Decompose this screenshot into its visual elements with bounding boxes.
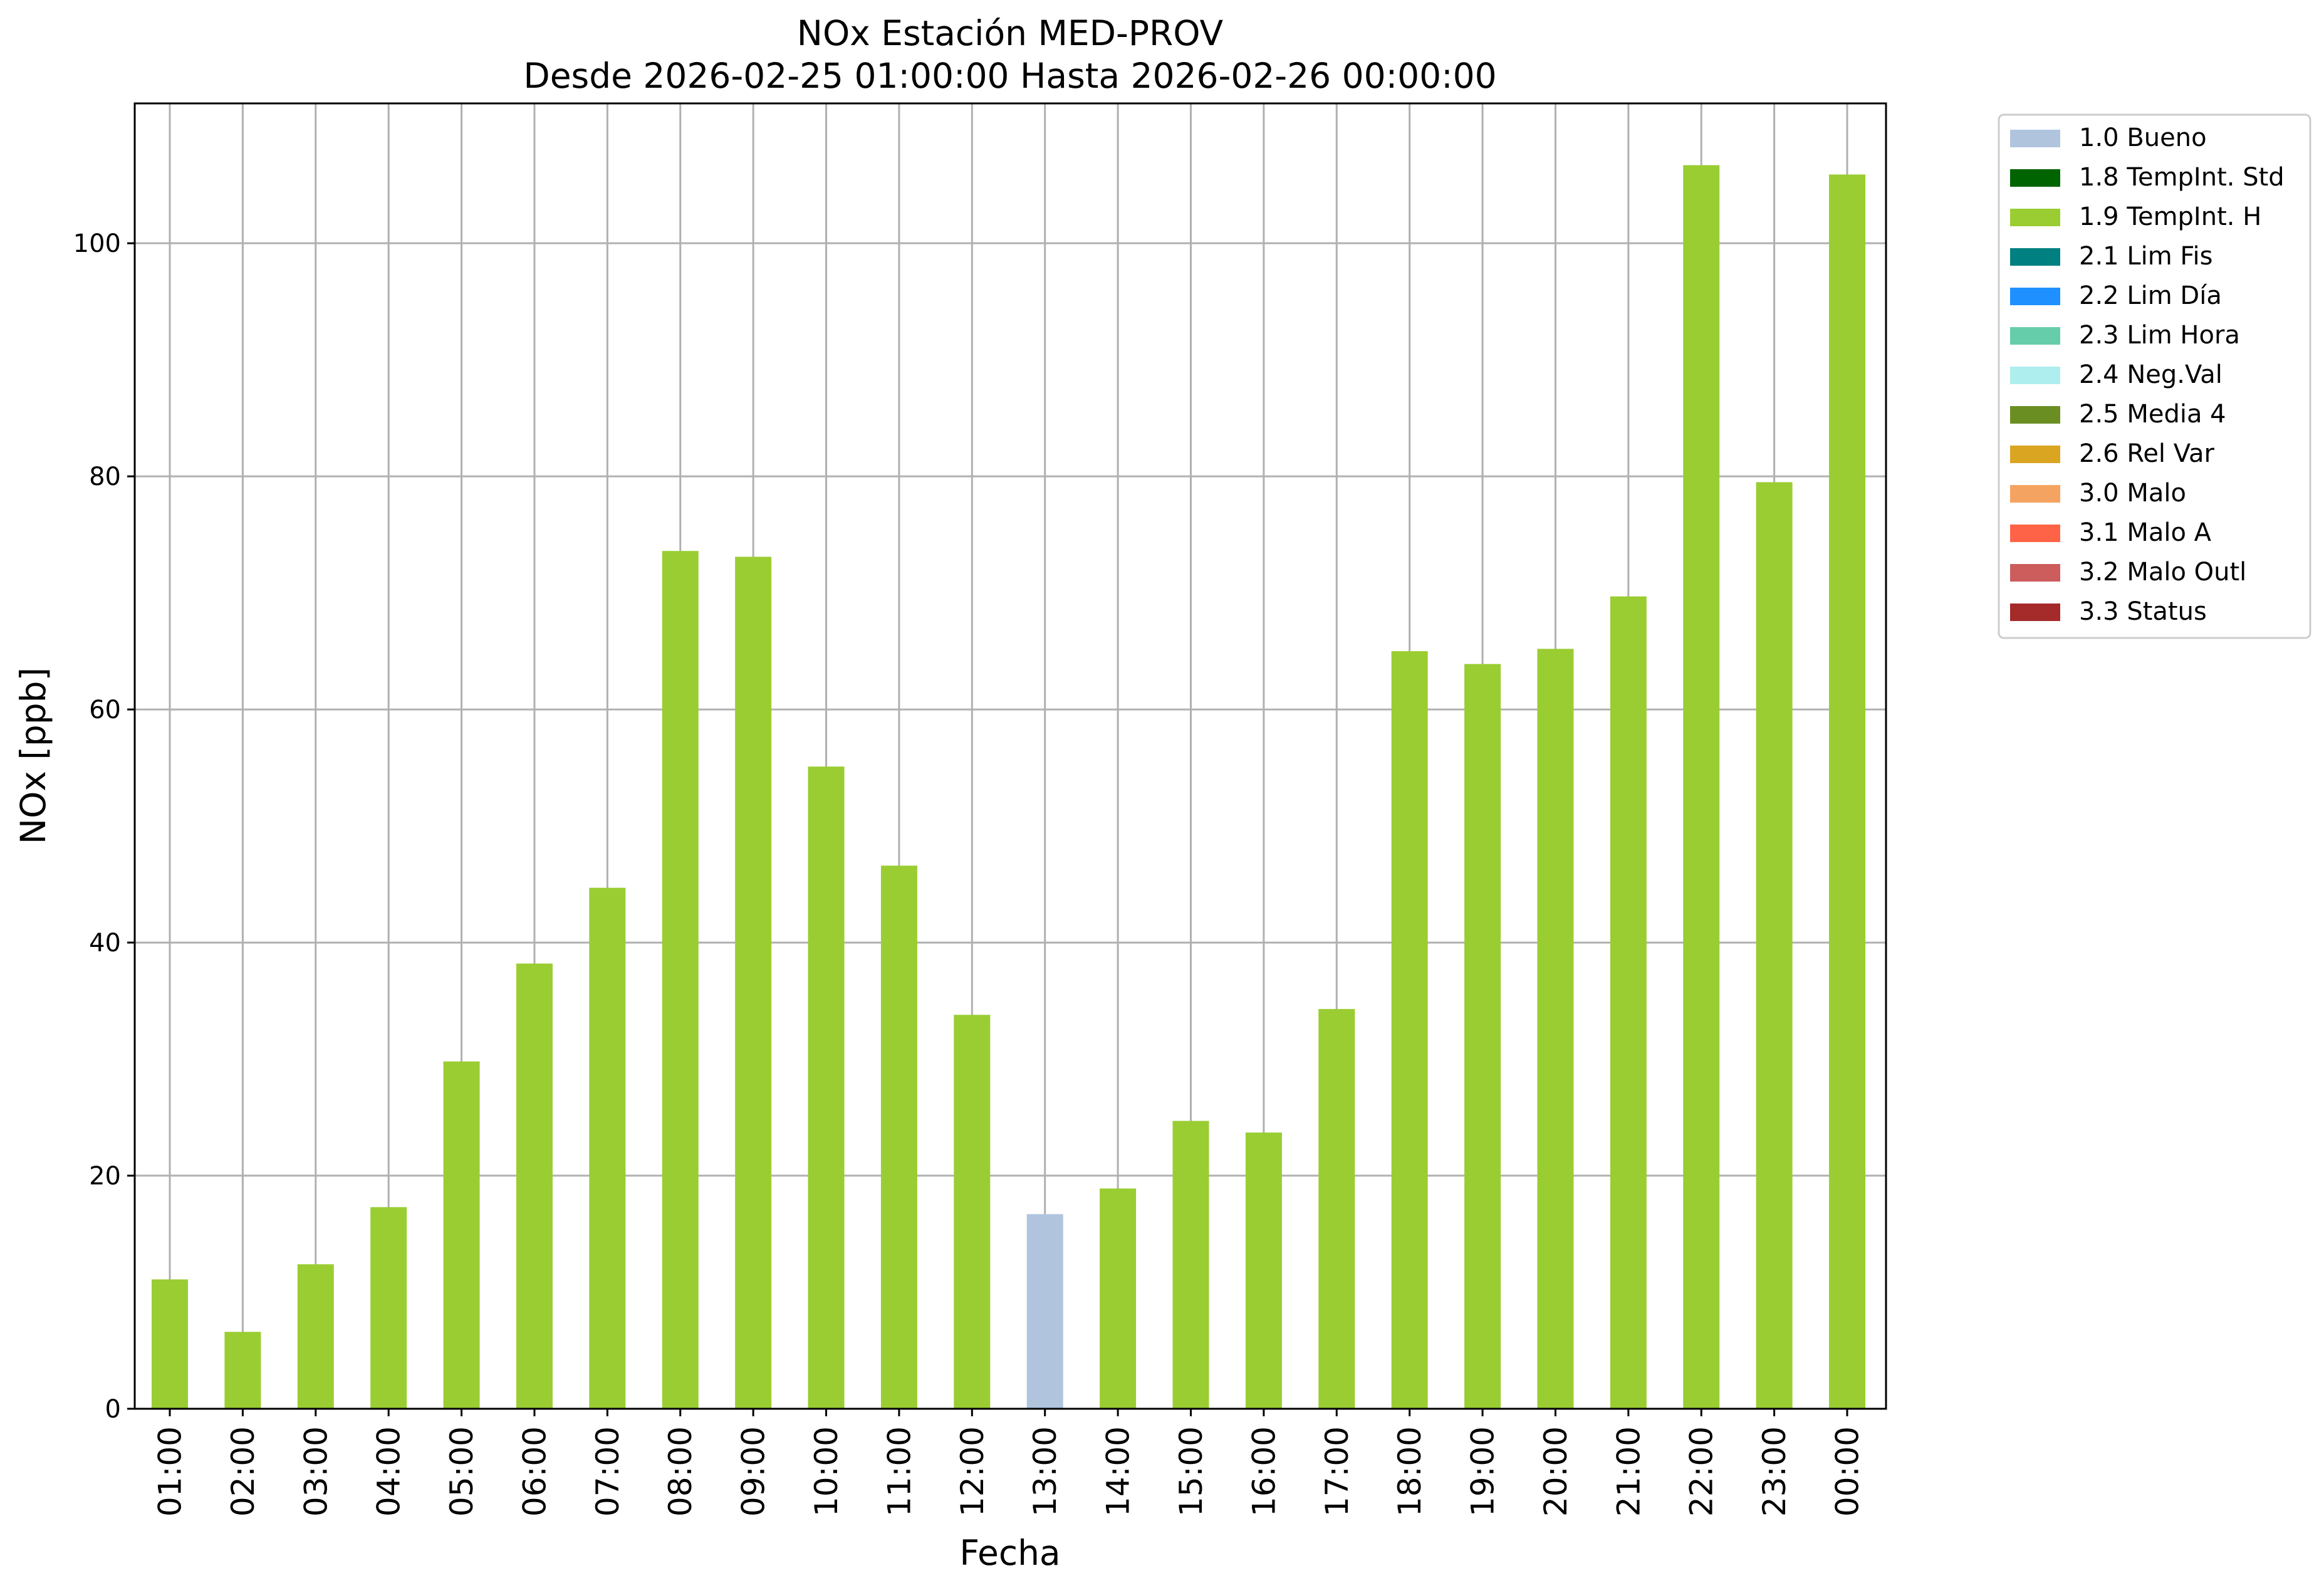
bar-0300 — [297, 1264, 334, 1409]
bar-1500 — [1172, 1120, 1209, 1409]
x-tick-label: 09:00 — [736, 1426, 772, 1517]
bar-0900 — [735, 556, 772, 1409]
x-tick-label: 00:00 — [1830, 1426, 1866, 1517]
legend-label-1.0: 1.0 Bueno — [2079, 123, 2207, 152]
legend-label-2.6: 2.6 Rel Var — [2079, 439, 2215, 468]
bar-0800 — [662, 551, 699, 1409]
bar-0700 — [589, 887, 626, 1409]
x-tick-label: 06:00 — [516, 1426, 553, 1517]
legend-frame — [1998, 113, 2311, 639]
legend-swatch-1.8 — [2010, 169, 2060, 187]
x-tick-label: 17:00 — [1319, 1426, 1355, 1517]
legend-swatch-2.2 — [2010, 288, 2060, 305]
y-tick-label: 60 — [89, 696, 121, 724]
x-tick-label: 03:00 — [298, 1426, 334, 1517]
legend-swatch-1.0 — [2010, 130, 2060, 147]
legend-label-2.5: 2.5 Media 4 — [2079, 400, 2226, 429]
y-tick-label: 40 — [89, 929, 121, 958]
legend-swatch-2.5 — [2010, 406, 2060, 424]
legend-label-2.2: 2.2 Lim Día — [2079, 281, 2222, 310]
bar-1300 — [1026, 1214, 1063, 1409]
bar-0000 — [1829, 174, 1865, 1409]
legend-swatch-3.2 — [2010, 564, 2060, 582]
bar-0500 — [443, 1061, 480, 1409]
bar-1800 — [1391, 651, 1428, 1409]
legend-swatch-1.9 — [2010, 209, 2060, 226]
x-tick-label: 18:00 — [1392, 1426, 1428, 1517]
x-axis: 01:00 02:00 03:00 04:00 05:00 06:00 07:00 08:00… — [152, 1409, 1866, 1517]
x-tick-label: 16:00 — [1246, 1426, 1282, 1517]
legend-swatch-3.0 — [2010, 485, 2060, 503]
legend-label-1.8: 1.8 TempInt. Std — [2079, 163, 2285, 192]
bar-1000 — [808, 766, 845, 1409]
y-tick-label: 80 — [89, 462, 121, 491]
y-axis-label: NOx [ppb] — [13, 667, 53, 844]
bar-1600 — [1245, 1132, 1282, 1409]
bar-1100 — [880, 865, 917, 1409]
x-tick-label: 02:00 — [225, 1426, 261, 1517]
chart-subtitle: Desde 2026-02-25 01:00:00 Hasta 2026-02-… — [523, 56, 1496, 96]
legend-label-3.0: 3.0 Malo — [2079, 479, 2186, 508]
x-tick-label: 12:00 — [954, 1426, 991, 1517]
x-axis-label: Fecha — [959, 1533, 1060, 1573]
bar-0100 — [152, 1279, 188, 1409]
legend-label-1.9: 1.9 TempInt. H — [2079, 202, 2261, 231]
x-tick-label: 23:00 — [1756, 1426, 1793, 1517]
chart-title: NOx Estación MED-PROV — [797, 13, 1224, 53]
bar-2300 — [1756, 482, 1793, 1409]
bar-1900 — [1464, 664, 1501, 1409]
legend-label-2.1: 2.1 Lim Fis — [2079, 242, 2212, 271]
x-tick-label: 20:00 — [1538, 1426, 1574, 1517]
x-tick-label: 22:00 — [1684, 1426, 1720, 1517]
legend-label-2.4: 2.4 Neg.Val — [2079, 360, 2222, 389]
x-tick-label: 08:00 — [662, 1426, 699, 1517]
bar-0400 — [370, 1207, 407, 1409]
bars — [152, 165, 1865, 1409]
plot-area — [133, 102, 1887, 1410]
bar-2200 — [1683, 165, 1720, 1409]
x-tick-label: 10:00 — [808, 1426, 845, 1517]
bar-0200 — [224, 1332, 261, 1409]
x-tick-label: 04:00 — [371, 1426, 407, 1517]
legend-label-3.3: 3.3 Status — [2079, 597, 2207, 626]
legend-swatch-3.1 — [2010, 525, 2060, 542]
x-tick-label: 14:00 — [1100, 1426, 1137, 1517]
legend-swatch-2.3 — [2010, 327, 2060, 345]
bar-1400 — [1100, 1188, 1137, 1409]
x-tick-label: 19:00 — [1465, 1426, 1501, 1517]
x-tick-label: 13:00 — [1027, 1426, 1063, 1517]
legend-swatch-3.3 — [2010, 603, 2060, 621]
legend: 1.0 Bueno 1.8 TempInt. Std 1.9 TempInt. H 2… — [1998, 113, 2311, 639]
bar-0600 — [516, 963, 553, 1409]
bar-2100 — [1610, 596, 1647, 1409]
bar-1700 — [1318, 1009, 1355, 1409]
x-tick-label: 15:00 — [1173, 1426, 1209, 1517]
x-tick-label: 05:00 — [444, 1426, 480, 1517]
y-tick-label: 100 — [73, 229, 121, 258]
legend-swatch-2.4 — [2010, 367, 2060, 384]
legend-label-3.2: 3.2 Malo Outl — [2079, 558, 2246, 587]
y-tick-label: 0 — [105, 1395, 121, 1424]
bar-1200 — [954, 1015, 991, 1409]
x-tick-label: 11:00 — [881, 1426, 917, 1517]
bar-2000 — [1537, 649, 1574, 1409]
legend-label-2.3: 2.3 Lim Hora — [2079, 321, 2240, 350]
y-tick-label: 20 — [89, 1162, 121, 1191]
legend-label-3.1: 3.1 Malo A — [2079, 518, 2212, 547]
x-tick-label: 21:00 — [1610, 1426, 1647, 1517]
legend-swatch-2.6 — [2010, 446, 2060, 463]
x-tick-label: 01:00 — [152, 1426, 189, 1517]
legend-swatch-2.1 — [2010, 248, 2060, 266]
x-tick-label: 07:00 — [590, 1426, 626, 1517]
y-axis: 0 20 40 60 80 100 — [73, 229, 135, 1424]
